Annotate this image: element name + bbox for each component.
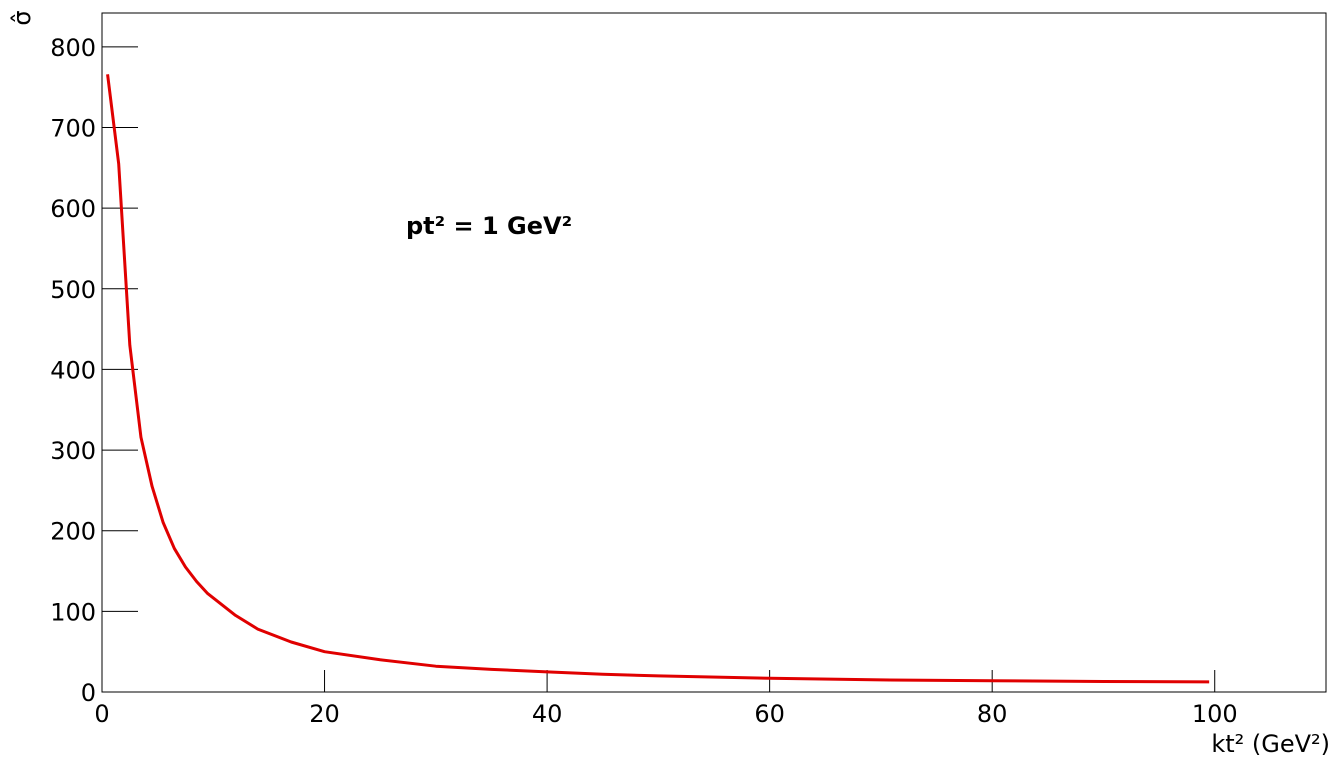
x-tick-label: 40 (532, 700, 563, 728)
y-tick-label: 400 (50, 356, 96, 384)
y-tick-label: 500 (50, 276, 96, 304)
y-tick-label: 200 (50, 518, 96, 546)
y-tick-label: 800 (50, 34, 96, 62)
y-tick-label: 600 (50, 195, 96, 223)
y-tick-label: 100 (50, 598, 96, 626)
x-tick-label: 80 (977, 700, 1008, 728)
plot-frame (101, 12, 1327, 693)
y-axis-label: σ̂ (8, 10, 36, 25)
y-tick-label: 300 (50, 437, 96, 465)
x-tick-label: 0 (94, 700, 109, 728)
x-tick-label: 100 (1192, 700, 1238, 728)
x-tick-label: 20 (309, 700, 340, 728)
annotation: pt² = 1 GeV² (406, 212, 572, 240)
data-line (106, 74, 1210, 684)
y-tick-label: 700 (50, 115, 96, 143)
y-tick-label: 0 (81, 679, 96, 707)
x-tick-label: 60 (754, 700, 785, 728)
x-axis-label: kt² (GeV²) (1211, 730, 1330, 758)
